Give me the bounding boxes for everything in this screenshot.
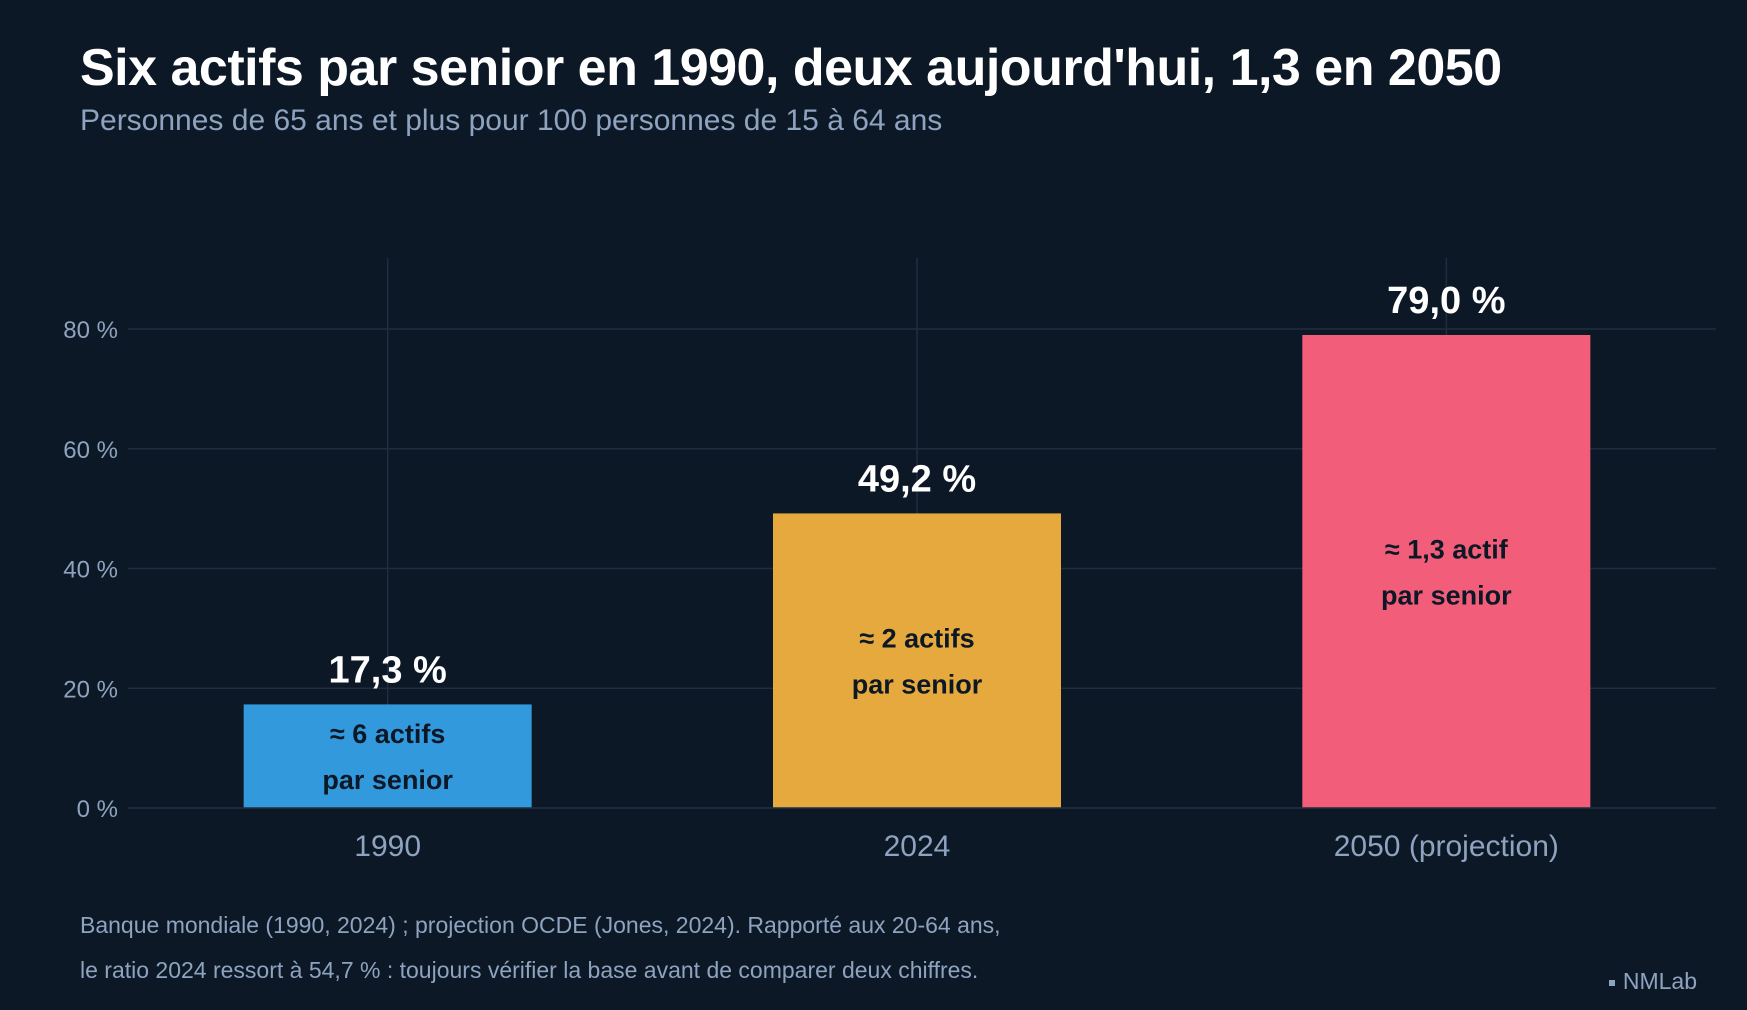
value-label: 17,3 % bbox=[329, 649, 447, 691]
bar-inner-label: par senior bbox=[852, 670, 983, 700]
brand-label: NMLab bbox=[1608, 968, 1697, 995]
x-tick-label: 2050 (projection) bbox=[1334, 830, 1559, 863]
x-tick-label: 2024 bbox=[884, 830, 951, 863]
chart-title: Six actifs par senior en 1990, deux aujo… bbox=[80, 39, 1502, 97]
y-tick-label: 20 % bbox=[63, 676, 118, 703]
brand-text: NMLab bbox=[1622, 968, 1697, 994]
y-tick-label: 80 % bbox=[63, 317, 118, 344]
source-note-line-1: Banque mondiale (1990, 2024) ; projectio… bbox=[80, 912, 1001, 938]
chart-subtitle: Personnes de 65 ans et plus pour 100 per… bbox=[80, 104, 943, 137]
value-label: 79,0 % bbox=[1387, 280, 1505, 322]
brand-square-icon bbox=[1608, 979, 1615, 986]
y-tick-label: 60 % bbox=[63, 437, 118, 464]
bar-inner-label: par senior bbox=[322, 765, 453, 795]
y-tick-label: 40 % bbox=[63, 557, 118, 584]
bar-inner-label: ≈ 2 actifs bbox=[859, 624, 974, 654]
value-label: 49,2 % bbox=[858, 458, 976, 500]
bar bbox=[243, 704, 532, 808]
bar-inner-label: ≈ 6 actifs bbox=[330, 719, 445, 749]
source-note-line-2: le ratio 2024 ressort à 54,7 % : toujour… bbox=[80, 957, 979, 983]
y-tick-label: 0 % bbox=[77, 796, 118, 823]
bar-inner-label: ≈ 1,3 actif bbox=[1385, 534, 1509, 564]
bar-inner-label: par senior bbox=[1381, 580, 1512, 610]
x-tick-label: 1990 bbox=[354, 830, 421, 863]
bar bbox=[773, 513, 1061, 808]
bar bbox=[1302, 334, 1591, 808]
